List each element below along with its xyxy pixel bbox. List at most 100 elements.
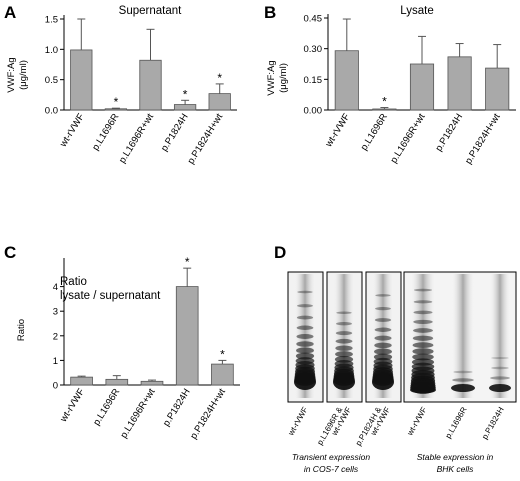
gel-transient-lane-l1696r-band xyxy=(336,311,352,315)
chart-a-ytick-label: 1.5 xyxy=(45,15,58,26)
gel-stable-lane-wt-band xyxy=(410,386,436,394)
chart-c-ytick-label: 4 xyxy=(53,282,58,293)
chart-c-title-line2: lysate / supernatant xyxy=(60,290,161,302)
gel-stable-lane-label: p.P1824H xyxy=(480,405,506,441)
gel-transient-lane-wt-band xyxy=(296,325,314,330)
chart-b-category-label: p.L1696R+wt xyxy=(388,111,427,165)
chart-a-category-label: p.P1824H xyxy=(159,112,191,154)
chart-b-category-label: wt-rVWF xyxy=(323,112,353,150)
gel-stable-lane-wt-band xyxy=(412,342,434,349)
gel-transient-lane-l1696r-band xyxy=(335,338,353,344)
gel-stable-lane-p1824h-band xyxy=(491,357,509,359)
chart-c-ratio: Ratio Ratio lysate / supernatant 0 1 2 3 4 wt… xyxy=(16,255,240,441)
chart-a-significance-star: * xyxy=(217,71,222,85)
chart-a-bar xyxy=(173,104,197,111)
chart-a-supernatant: VWF:Ag (μg/ml) 0.0 0.5 1.0 1.5 wt-rVWF * p.L16… xyxy=(6,5,237,166)
chart-c-bar xyxy=(105,378,129,386)
chart-a-category-label: wt-rVWF xyxy=(57,112,87,150)
chart-a-ylabel-line1: VWF:Ag xyxy=(6,57,17,92)
chart-b-ylabel-line2: (μg/ml) xyxy=(278,63,289,93)
gel-stable-bhk: wt-rVWF p.L1696R p.P1824H xyxy=(403,271,517,441)
chart-c-ytick-label: 3 xyxy=(53,307,58,318)
chart-c-category-label: p.P1824H xyxy=(161,387,193,429)
chart-c-ytick-label: 2 xyxy=(53,331,58,342)
gel-transient-lane-wt-band xyxy=(297,290,313,294)
gel-transient-lane-p1824h-band xyxy=(374,327,392,332)
gel-stable-caption-line2: BHK cells xyxy=(437,464,475,474)
gel-transient-caption: Transient expression in COS-7 cells xyxy=(292,452,371,474)
chart-c-bar xyxy=(70,376,93,386)
gel-transient-lane-wt-band xyxy=(296,347,314,354)
chart-a-significance-star: * xyxy=(114,95,119,109)
chart-a-bar xyxy=(208,93,231,111)
chart-b-bar xyxy=(372,108,397,111)
chart-b-bar xyxy=(409,63,435,111)
gel-transient-lane-l1696r-band xyxy=(333,374,355,390)
gel-stable-lane-wt-band xyxy=(413,319,433,325)
gel-transient-lane-label: wt-rVWF xyxy=(286,405,310,437)
chart-a-category-label: p.P1824H+wt xyxy=(186,111,226,166)
chart-b-category-label: p.P1824H+wt xyxy=(463,111,503,166)
gel-transient-lane-p1824h-band xyxy=(374,318,392,322)
gel-stable-lane-wt-band xyxy=(413,288,433,292)
gel-stable-lane-label: wt-rVWF xyxy=(405,405,429,437)
gel-stable-lane-wt-band xyxy=(412,353,434,361)
gel-stable-lane-wt-band xyxy=(412,348,434,355)
chart-b-lysate: VWF:Ag (μg/ml) 0.000.150.300.45wt-rVWF*p… xyxy=(266,5,516,166)
chart-c-bar xyxy=(140,380,164,386)
gel-transient-lane-wt-band xyxy=(296,333,314,339)
gel-transient-lane-l1696r-band xyxy=(335,345,353,351)
gel-transient-caption-line1: Transient expression xyxy=(292,452,371,462)
chart-c-ytick-label: 1 xyxy=(53,356,58,367)
chart-a-bar xyxy=(139,59,162,111)
chart-c-category-label: wt-rVWF xyxy=(58,387,88,425)
panel-label-d: D xyxy=(274,243,286,262)
gel-stable-lane-wt-band xyxy=(413,310,433,315)
chart-b-category-label: p.P1824H xyxy=(433,112,465,154)
chart-b-ytick-label: 0.00 xyxy=(304,106,323,117)
gel-stable-lane-l1696r-band xyxy=(452,378,474,382)
chart-a-ytick-label: 1.0 xyxy=(45,45,58,56)
gel-transient-lane-p1824h-band xyxy=(372,374,394,390)
chart-a-category-label: p.L1696R+wt xyxy=(117,111,156,165)
chart-c-title-line1: Ratio xyxy=(60,276,87,288)
chart-c-category-label: p.L1696R xyxy=(91,387,122,428)
gel-transient-lane-l1696r-band xyxy=(336,322,352,326)
chart-b-title: Lysate xyxy=(400,5,433,17)
chart-b-ytick-label: 0.30 xyxy=(304,44,323,55)
gel-stable-lane-p1824h-band xyxy=(489,384,511,392)
gel-transient-lane-p1824h xyxy=(372,274,394,398)
gel-stable-lane-p1824h xyxy=(489,274,511,398)
gel-stable-lane-p1824h-band xyxy=(491,366,509,370)
gel-transient-lane-l1696r-band xyxy=(335,331,353,336)
gel-transient-lane-p1824h-band xyxy=(374,342,392,349)
gel-panel: wt-rVWF p.L1696R &wt-rVWF p.P1824H &wt-rVW… xyxy=(286,271,517,474)
gel-transient-lane-p1824h-band xyxy=(375,294,391,297)
gel-transient-lane-p1824h-band xyxy=(375,307,391,311)
chart-b-ytick-label: 0.45 xyxy=(304,14,323,25)
gel-stable-lane-p1824h-smear xyxy=(489,274,511,398)
chart-b-ylabel-line1: VWF:Ag xyxy=(266,60,277,95)
chart-a-significance-star: * xyxy=(183,87,188,101)
chart-a-category-label: p.L1696R xyxy=(90,112,121,153)
chart-b-bar xyxy=(334,50,359,111)
gel-stable-lane-wt-band xyxy=(412,335,434,341)
chart-c-ylabel: Ratio xyxy=(16,319,27,341)
gel-transient-lane-wt-band xyxy=(296,315,314,320)
panel-label-b: B xyxy=(264,3,276,22)
gel-transient-caption-line2: in COS-7 cells xyxy=(304,464,359,474)
gel-transient-lane-p1824h-band xyxy=(374,348,392,355)
chart-c-category-label: p.L1696R+wt xyxy=(118,386,157,440)
chart-c-bar xyxy=(175,286,199,386)
gel-stable-caption: Stable expression in BHK cells xyxy=(417,452,494,474)
gel-transient-lane-p1824h-band xyxy=(374,335,392,341)
gel-stable-lane-l1696r-smear xyxy=(451,274,475,398)
chart-b-category-label: p.L1696R xyxy=(359,112,390,153)
chart-c-bar xyxy=(211,363,234,386)
gel-stable-lane-wt-band xyxy=(413,328,433,333)
gel-stable-lane-wt xyxy=(410,274,436,398)
gel-transient-lane-wt xyxy=(294,274,316,398)
gel-transient-lane-wt-band xyxy=(296,341,314,347)
chart-b-bar xyxy=(485,67,510,111)
